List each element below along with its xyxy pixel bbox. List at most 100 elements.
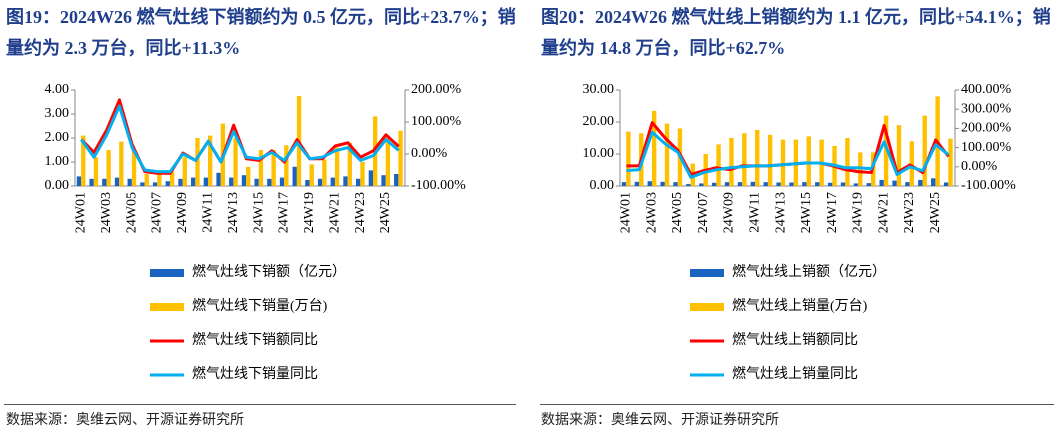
legend-swatch: [690, 303, 724, 311]
y2-tick-label: -100.00%: [961, 178, 1016, 193]
bar: [216, 172, 221, 186]
x-tick-label: 24W25: [378, 192, 393, 233]
x-tick-label: 24W05: [124, 192, 139, 233]
bar: [114, 177, 120, 186]
bar: [368, 170, 374, 186]
bar: [763, 182, 768, 186]
bar: [119, 141, 124, 186]
x-tick-label: 24W13: [773, 192, 788, 233]
bar: [233, 138, 238, 186]
legend-label: 燃气灶线上销额同比: [732, 331, 858, 348]
y-tick-label: 4.00: [45, 82, 70, 97]
bar: [106, 150, 111, 186]
bar: [686, 184, 691, 186]
bar: [241, 175, 247, 186]
y2-tick-label: -100.00%: [411, 178, 466, 193]
bar: [182, 157, 187, 186]
bar: [647, 181, 652, 186]
x-tick-label: 24W03: [644, 192, 659, 233]
chart-title: 图19：2024W26 燃气灶线下销额约为 0.5 亿元，同比+23.7%；销量…: [6, 7, 516, 58]
source-note: 数据来源：奥维云网、开源证券研究所: [541, 413, 779, 428]
y-tick-label: 10.00: [583, 146, 615, 161]
bar: [334, 147, 340, 186]
chart-title: 图20：2024W26 燃气灶线上销额约为 1.1 亿元，同比+54.1%；销量…: [541, 7, 1051, 58]
bar: [699, 183, 704, 186]
y-tick-label: 2.00: [45, 130, 70, 145]
bar: [246, 166, 251, 186]
bar: [178, 178, 183, 186]
x-tick-label: 24W21: [327, 192, 342, 233]
bar: [317, 178, 323, 186]
bar: [152, 182, 158, 186]
y-tick-label: 20.00: [583, 114, 615, 129]
bar: [806, 136, 811, 186]
bar: [208, 135, 213, 186]
divider: [4, 404, 516, 405]
bar: [737, 182, 743, 186]
bar: [905, 182, 910, 186]
bar: [802, 182, 807, 186]
bar: [892, 180, 897, 186]
bar: [896, 125, 902, 186]
bar: [716, 144, 721, 186]
bar: [755, 130, 760, 186]
y2-tick-label: 300.00%: [961, 101, 1012, 116]
bar: [879, 179, 884, 186]
y-tick-label: 30.00: [583, 82, 615, 97]
bar: [356, 178, 361, 186]
y-tick-label: 0.00: [45, 178, 70, 193]
bar: [195, 138, 200, 186]
legend-swatch: [150, 269, 184, 277]
bar: [845, 138, 850, 186]
bar: [381, 175, 386, 186]
bar: [140, 182, 145, 186]
x-tick-label: 24W09: [175, 192, 190, 233]
bar: [131, 150, 137, 186]
bar: [853, 183, 859, 186]
bar: [203, 177, 209, 186]
bar: [780, 139, 786, 186]
bar: [254, 178, 259, 186]
legend-label: 燃气灶线下销量同比: [192, 365, 318, 382]
bar: [267, 178, 272, 186]
y2-tick-label: 0.00%: [961, 159, 998, 174]
bar: [634, 181, 640, 186]
source-note: 数据来源：奥维云网、开源证券研究所: [6, 413, 244, 428]
bar: [664, 123, 670, 186]
x-tick-label: 24W15: [799, 192, 814, 233]
y2-tick-label: 0.00%: [411, 146, 448, 161]
x-tick-label: 24W15: [251, 192, 266, 233]
bar: [621, 182, 627, 186]
bar: [776, 182, 781, 186]
x-tick-label: 24W17: [825, 192, 840, 233]
bar: [76, 176, 82, 186]
bar: [948, 138, 953, 186]
bar: [815, 182, 820, 186]
bar: [347, 142, 352, 186]
bar: [322, 159, 327, 186]
bar: [711, 182, 717, 186]
bar: [742, 133, 747, 186]
legend-swatch: [150, 303, 184, 311]
x-tick-label: 24W25: [928, 192, 943, 233]
x-tick-label: 24W11: [200, 192, 215, 233]
y-tick-label: 0.00: [590, 178, 615, 193]
bar: [840, 182, 846, 186]
bar: [169, 171, 175, 186]
x-tick-label: 24W23: [902, 192, 917, 233]
bar: [385, 135, 391, 186]
bar: [750, 181, 756, 186]
x-tick-label: 24W01: [74, 192, 89, 233]
bar: [144, 174, 149, 186]
bar: [394, 174, 399, 186]
x-tick-label: 24W09: [722, 192, 737, 233]
x-tick-label: 24W19: [302, 192, 317, 233]
x-tick-label: 24W07: [150, 192, 165, 233]
bar: [127, 178, 132, 186]
x-tick-label: 24W11: [748, 192, 763, 233]
y-tick-label: 3.00: [45, 106, 70, 121]
bar: [931, 178, 936, 186]
bar: [271, 150, 276, 186]
bar: [284, 145, 289, 186]
bar: [789, 182, 794, 186]
